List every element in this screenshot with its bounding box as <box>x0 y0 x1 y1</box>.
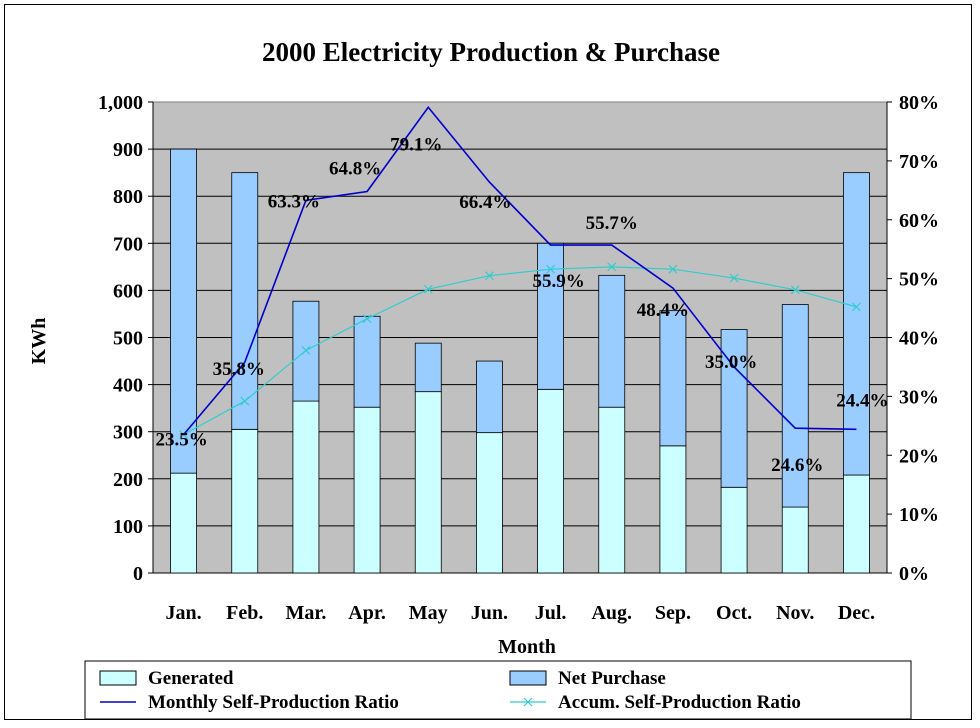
legend-label-monthly: Monthly Self-Production Ratio <box>148 692 399 713</box>
marker-accum-ratio <box>729 273 739 283</box>
y-left-tick-label: 800 <box>113 186 143 208</box>
y-right-tick-label: 40% <box>899 328 939 350</box>
y-left-tick-label: 900 <box>113 139 143 161</box>
marker-accum-ratio <box>240 396 250 406</box>
y-right-tick-label: 60% <box>899 210 939 232</box>
y-left-tick-label: 700 <box>113 233 143 255</box>
x-axis-label: Month <box>498 636 556 658</box>
x-tick-label: Jun. <box>471 602 508 624</box>
data-label: 35.8% <box>213 359 265 380</box>
legend-swatch-net-purchase <box>509 670 547 686</box>
y-right-tick-label: 0% <box>899 563 929 585</box>
chart-frame: 2000 Electricity Production & Purchase 0… <box>4 4 972 720</box>
bar-generated <box>170 472 197 574</box>
y-right-tick-label: 70% <box>899 151 939 173</box>
bar-net-purchase <box>537 242 564 390</box>
bar-generated <box>476 432 503 574</box>
y-axis-label: KWh <box>28 318 50 365</box>
data-label: 35.0% <box>705 352 757 373</box>
y-left-tick-label: 300 <box>113 422 143 444</box>
data-label: 48.4% <box>637 300 689 321</box>
y-right-tick-label: 30% <box>899 386 939 408</box>
y-left-tick-label: 100 <box>113 516 143 538</box>
x-tick-label: Dec. <box>838 602 875 624</box>
bar-generated <box>659 445 687 574</box>
bar-generated <box>414 391 442 574</box>
bar-generated <box>843 474 870 574</box>
y-left-tick-label: 400 <box>113 375 143 397</box>
bar-net-purchase <box>414 342 442 393</box>
data-label: 55.7% <box>586 213 638 234</box>
x-tick-label: Apr. <box>348 602 386 624</box>
marker-accum-ratio <box>423 284 433 294</box>
marker-accum-ratio <box>668 264 678 274</box>
y-right-tick-label: 50% <box>899 269 939 291</box>
marker-accum-ratio <box>484 271 494 281</box>
x-tick-label: Jan. <box>166 602 202 624</box>
y-right-tick-label: 10% <box>899 504 939 526</box>
marker-accum-ratio <box>301 346 311 355</box>
bar-generated <box>353 406 381 574</box>
x-tick-label: Nov. <box>776 602 814 624</box>
y-left-tick-label: 0 <box>133 563 143 585</box>
marker-accum-ratio <box>790 285 800 295</box>
y-left-tick-label: 200 <box>113 469 143 491</box>
bar-net-purchase <box>353 315 381 408</box>
marker-accum-ratio <box>362 314 372 324</box>
x-tick-label: Aug. <box>591 602 632 624</box>
marker-accum-ratio <box>607 262 617 272</box>
bar-generated <box>231 428 259 574</box>
data-label: 55.9% <box>532 271 584 292</box>
x-tick-label: Mar. <box>285 602 326 624</box>
legend-swatch-generated <box>99 670 137 686</box>
bar-net-purchase <box>476 360 503 434</box>
legend-marker-accum <box>523 697 533 707</box>
legend: Generated Net Purchase Monthly Self-Prod… <box>84 660 912 719</box>
line-accum-ratio <box>183 266 857 436</box>
bar-net-purchase <box>598 274 626 408</box>
chart-svg: 2000 Electricity Production & Purchase 0… <box>28 37 939 719</box>
chart-title: 2000 Electricity Production & Purchase <box>262 37 720 67</box>
data-label: 24.4% <box>836 390 888 411</box>
line-monthly-ratio <box>182 105 857 436</box>
bar-net-purchase <box>231 172 259 430</box>
bar-net-purchase <box>843 172 870 476</box>
data-label: 23.5% <box>155 430 207 451</box>
data-label: 24.6% <box>771 455 823 476</box>
bar-net-purchase <box>659 310 687 447</box>
x-tick-label: May <box>409 602 448 624</box>
legend-label-net-purchase: Net Purchase <box>558 668 666 689</box>
marker-accum-ratio <box>546 264 556 274</box>
bar-generated <box>781 506 809 574</box>
y-left-tick-label: 600 <box>113 280 143 302</box>
data-label: 63.3% <box>268 191 320 212</box>
marker-accum-ratio <box>851 302 861 312</box>
legend-label-generated: Generated <box>148 668 234 689</box>
data-label: 64.8% <box>329 158 381 179</box>
bar-net-purchase <box>170 148 197 474</box>
legend-label-accum: Accum. Self-Production Ratio <box>558 692 801 713</box>
bar-generated <box>292 400 320 574</box>
y-left-tick-label: 500 <box>113 328 143 350</box>
bar-generated <box>537 388 564 574</box>
x-tick-label: Feb. <box>226 602 263 624</box>
x-tick-label: Oct. <box>716 602 752 624</box>
y-left-tick-label: 1,000 <box>98 92 143 114</box>
x-tick-label: Sep. <box>655 602 691 624</box>
bar-net-purchase <box>781 304 809 508</box>
bar-generated <box>720 486 748 574</box>
bar-generated <box>598 406 626 574</box>
data-label: 79.1% <box>390 134 442 155</box>
x-tick-label: Jul. <box>535 602 567 624</box>
y-right-tick-label: 20% <box>899 445 939 467</box>
y-right-tick-label: 80% <box>899 92 939 114</box>
data-label: 66.4% <box>459 192 511 213</box>
